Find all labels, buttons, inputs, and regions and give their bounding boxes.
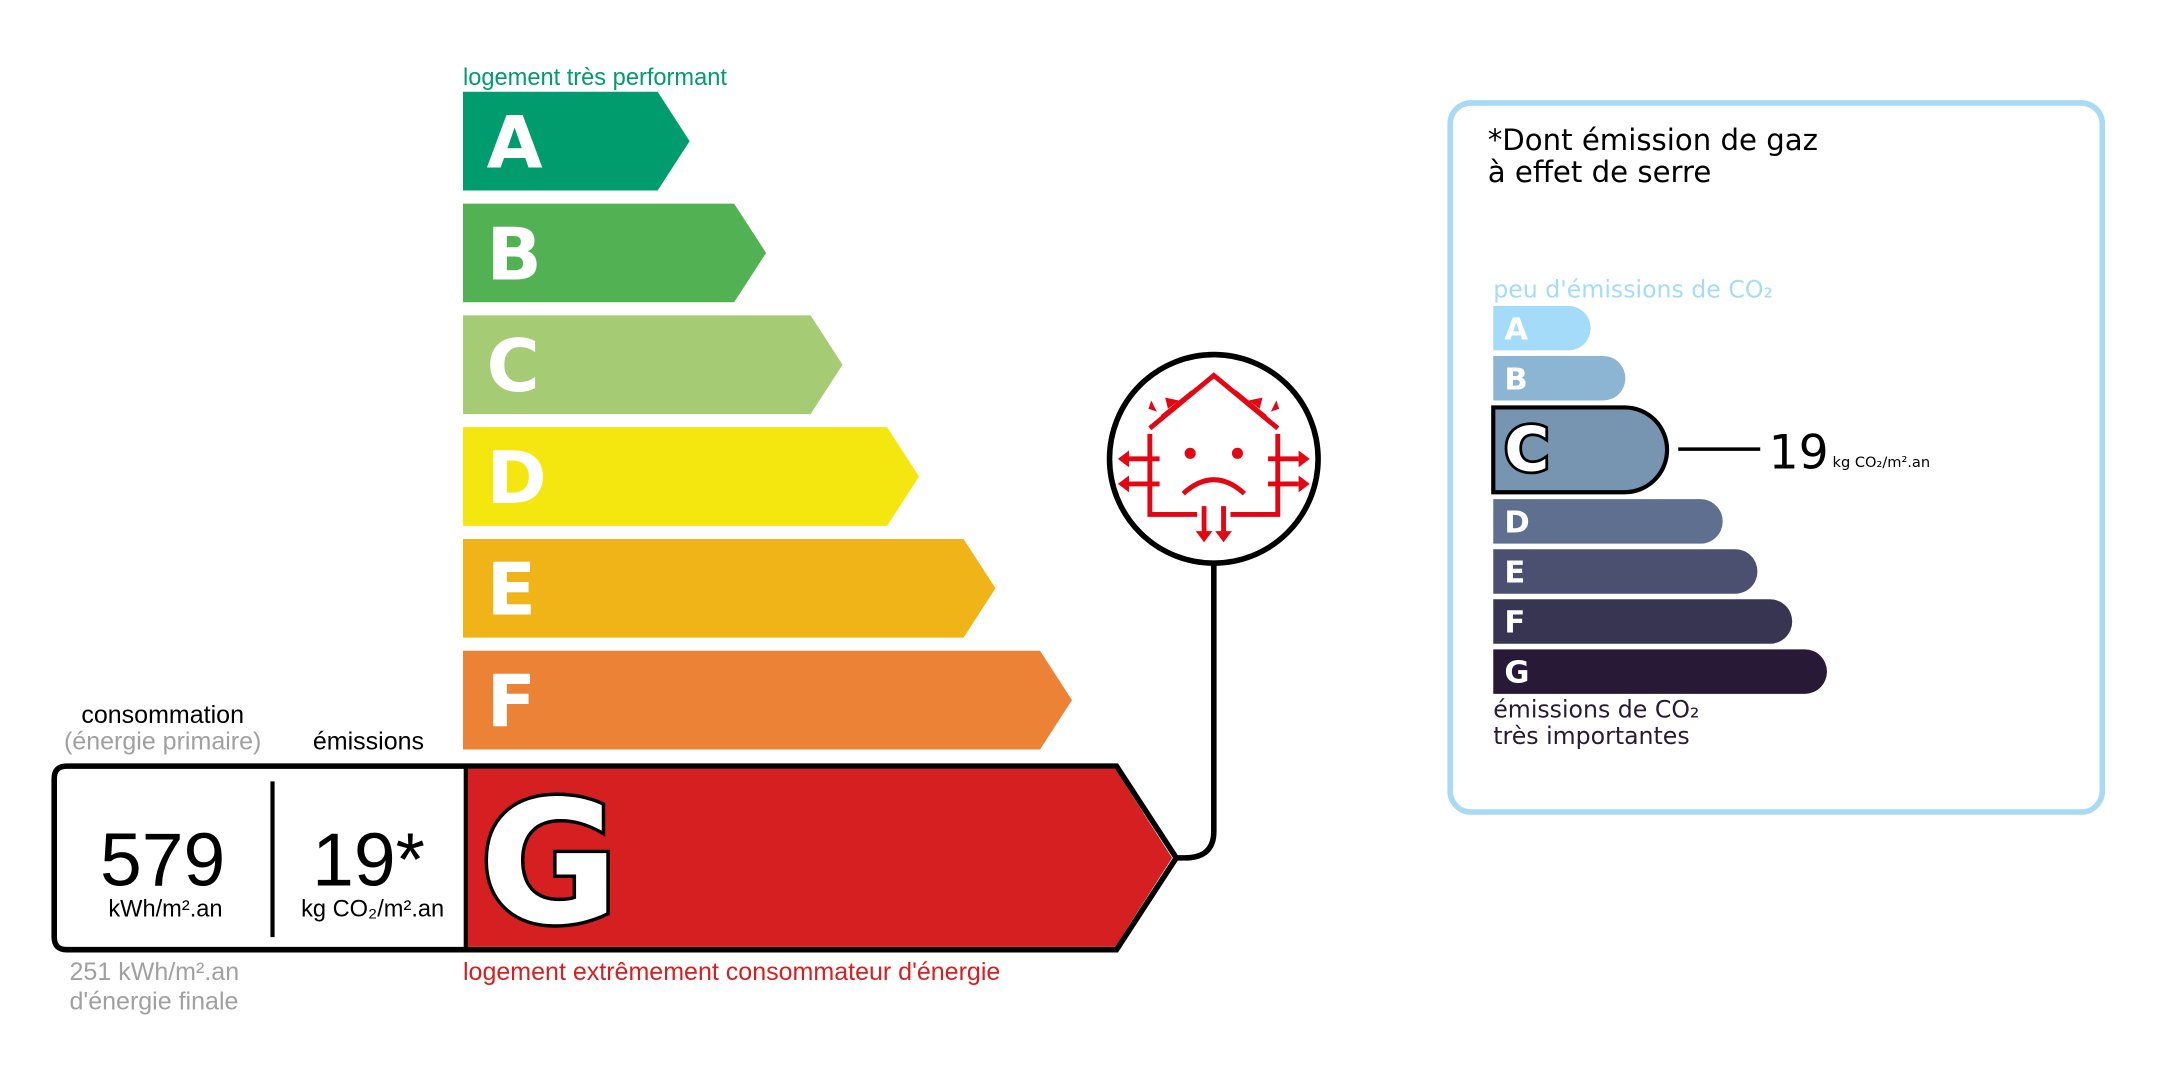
ghg-bottom-label-line2: très importantes [1493,722,1689,750]
energy-bar-d [462,427,920,526]
energy-letter-a: A [487,102,543,186]
energy-bar-b [462,203,767,303]
energy-letter-f: F [487,661,536,745]
energy-bar-c [462,315,843,415]
ghg-letter-a: A [1504,312,1528,347]
house-heat-loss-sad-icon [1106,351,1321,566]
energy-bar-e [462,538,996,638]
ghg-letter-g: G [1504,656,1529,691]
energy-bottom-label: logement extrêmement consommateur d'éner… [463,958,1000,986]
energy-bar-g [467,768,1173,947]
energy-letter-e: E [487,549,536,633]
final-energy-label: d'énergie finale [70,987,239,1015]
ghg-bar-e [1493,549,1758,594]
ghg-bar-c [1491,405,1670,495]
emissions-unit: kg CO₂/m².an [301,896,444,922]
ghg-top-label: peu d'émissions de CO₂ [1493,276,1773,304]
ghg-bar-g [1493,649,1827,694]
energy-letter-c: C [487,325,540,409]
consumption-value: 579 [100,818,225,902]
energy-bar-a [462,91,690,191]
ghg-letter-e: E [1504,556,1525,591]
emissions-header: émissions [313,727,424,755]
ghg-bar-f [1493,599,1793,644]
ghg-letter-d: D [1504,506,1529,541]
energy-letter-b: B [487,213,542,297]
ghg-title-line1: *Dont émission de gaz [1488,123,1818,157]
energy-bar-f [462,650,1072,750]
energy-top-label: logement très performant [463,65,727,91]
consumption-header: consommation [81,701,244,729]
ghg-letter-c: C [1504,415,1549,486]
ghg-value: 19 [1769,426,1829,481]
ghg-letter-f: F [1504,606,1525,641]
emissions-value: 19* [312,818,425,902]
ghg-bottom-label-line1: émissions de CO₂ [1493,695,1699,723]
icon-connector [1176,563,1217,861]
ghg-title-line2: à effet de serre [1488,155,1712,189]
ghg-unit: kg CO₂/m².an [1833,454,1931,471]
consumption-unit: kWh/m².an [108,896,222,922]
ghg-bar-d [1493,499,1723,544]
final-energy-value: 251 kWh/m².an [70,958,240,986]
ghg-bar-b [1493,355,1626,401]
energy-letter-d: D [487,437,547,521]
consumption-subheader: (énergie primaire) [64,727,261,755]
ghg-bar-a [1493,305,1591,351]
ghg-letter-b: B [1504,362,1527,397]
energy-current-letter: G [480,766,619,963]
